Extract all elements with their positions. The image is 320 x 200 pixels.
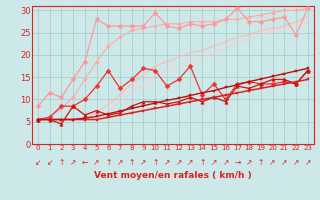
Text: ↙: ↙ [46, 158, 53, 167]
Text: ←: ← [82, 158, 88, 167]
Text: ↗: ↗ [187, 158, 194, 167]
Text: ↗: ↗ [293, 158, 299, 167]
Text: ↗: ↗ [305, 158, 311, 167]
Text: ↗: ↗ [70, 158, 76, 167]
Text: ↗: ↗ [164, 158, 170, 167]
Text: ↗: ↗ [281, 158, 287, 167]
Text: ↗: ↗ [117, 158, 123, 167]
Text: ↑: ↑ [199, 158, 205, 167]
Text: ↑: ↑ [105, 158, 111, 167]
Text: ↑: ↑ [129, 158, 135, 167]
Text: ↑: ↑ [152, 158, 158, 167]
Text: ↗: ↗ [211, 158, 217, 167]
Text: ↑: ↑ [258, 158, 264, 167]
Text: ↑: ↑ [58, 158, 65, 167]
Text: ↗: ↗ [140, 158, 147, 167]
Text: ↗: ↗ [269, 158, 276, 167]
Text: ↙: ↙ [35, 158, 41, 167]
Text: ↗: ↗ [222, 158, 229, 167]
Text: ↗: ↗ [175, 158, 182, 167]
Text: →: → [234, 158, 241, 167]
Text: ↗: ↗ [246, 158, 252, 167]
Text: ↗: ↗ [93, 158, 100, 167]
X-axis label: Vent moyen/en rafales ( km/h ): Vent moyen/en rafales ( km/h ) [94, 171, 252, 180]
